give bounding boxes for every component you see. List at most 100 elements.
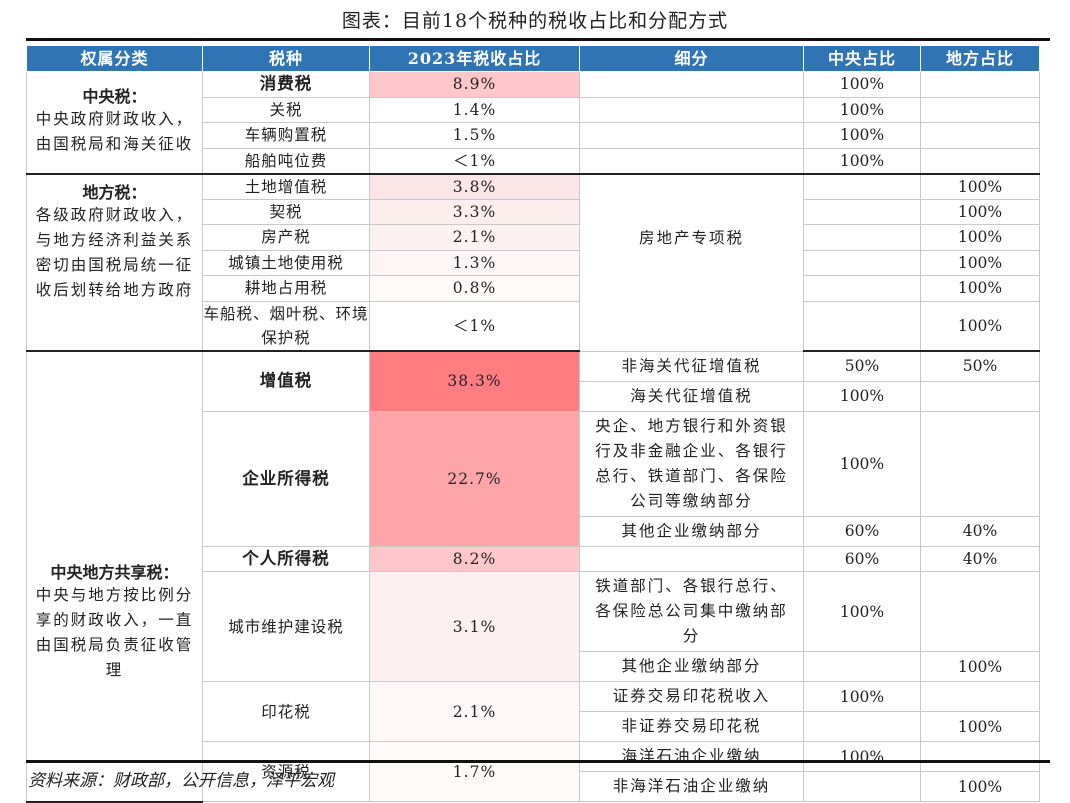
central-share [803, 771, 921, 802]
tax-name: 消费税 [202, 71, 370, 98]
local-share: 100% [920, 249, 1040, 276]
tax-name: 企业所得税 [202, 410, 370, 547]
tax-detail: 非海关代征增值税 [579, 350, 804, 382]
table-row: 船舶吨位费 ＜1% 100% [27, 147, 1040, 175]
central-share [803, 651, 921, 682]
shared-category-cell: 中央地方共享税： 中央与地方按比例分享的财政收入，一直由国税局负责征收管理 [26, 350, 203, 803]
shared-category-desc: 中央与地方按比例分享的财政收入，一直由国税局负责征收管理 [35, 585, 194, 679]
tax-name: 船舶吨位费 [202, 147, 370, 175]
tax-detail: 海洋石油企业缴纳 [579, 741, 804, 772]
tax-share: 3.1% [369, 571, 580, 682]
central-share [803, 198, 921, 225]
central-share: 100% [803, 681, 921, 712]
tax-name: 关税 [202, 96, 370, 123]
local-share: 100% [920, 711, 1040, 742]
tax-share: 1.5% [369, 122, 580, 149]
tax-detail: 非证券交易印花税 [579, 711, 804, 742]
tax-name: 契税 [202, 198, 370, 225]
central-share [803, 224, 921, 251]
tax-detail: 铁道部门、各银行总行、各保险总公司集中缴纳部分 [579, 571, 804, 652]
tax-name: 耕地占用税 [202, 275, 370, 302]
central-share: 100% [803, 380, 921, 412]
tax-name: 房产税 [202, 224, 370, 251]
table-row: 房产税 2.1% 100% [27, 224, 1040, 251]
central-share [803, 249, 921, 276]
shared-tax-group: 中央地方共享税： 中央与地方按比例分享的财政收入，一直由国税局负责征收管理 增值… [26, 350, 1040, 803]
local-category-desc: 各级政府财政收入，与地方经济利益关系密切由国税局统一征收后划转给地方政府 [35, 205, 194, 299]
local-share [920, 380, 1040, 412]
tax-name: 城镇土地使用税 [202, 249, 370, 276]
central-share [803, 711, 921, 742]
tax-detail: 非海洋石油企业缴纳 [579, 771, 804, 802]
tax-share: 3.3% [369, 198, 580, 225]
tax-detail: 其他企业缴纳部分 [579, 651, 804, 682]
tax-share: 0.8% [369, 275, 580, 302]
tax-detail: 海关代征增值税 [579, 380, 804, 412]
tax-name: 印花税 [202, 681, 370, 742]
table-row: 非证券交易印花税 100% [27, 711, 1040, 742]
tax-share: 1.3% [369, 249, 580, 276]
central-share: 100% [803, 147, 921, 175]
header-local-share: 地方占比 [920, 45, 1040, 72]
central-share: 100% [803, 122, 921, 149]
shared-category-title: 中央地方共享税： [50, 562, 179, 582]
local-share [920, 122, 1040, 149]
table-row: 中央税： 中央政府财政收入，由国税局和海关征收 消费税 8.9% 100% [26, 71, 1040, 175]
central-share [803, 173, 921, 200]
tax-name: 增值税 [202, 350, 370, 412]
header-category: 权属分类 [26, 45, 203, 72]
tax-name: 车辆购置税 [202, 122, 370, 149]
tax-name: 车船税、烟叶税、环境保护税 [202, 300, 370, 352]
local-share [920, 96, 1040, 123]
tax-share: 2.1% [369, 681, 580, 742]
tax-detail [579, 96, 804, 123]
table-row: 车辆购置税 1.5% 100% [27, 122, 1040, 149]
tax-share: ＜1% [369, 147, 580, 175]
local-share: 100% [920, 651, 1040, 682]
tax-share: 8.2% [369, 545, 580, 572]
tax-detail-merged: 房地产专项税 [579, 173, 804, 352]
central-share: 100% [803, 571, 921, 652]
local-share [920, 410, 1040, 517]
local-share [920, 741, 1040, 772]
tax-share: 38.3% [369, 350, 580, 412]
central-share: 50% [803, 350, 921, 382]
central-share: 100% [803, 410, 921, 517]
tax-detail: 其他企业缴纳部分 [579, 515, 804, 547]
tax-share: 2.1% [369, 224, 580, 251]
tax-share: 3.8% [369, 173, 580, 200]
local-share: 40% [920, 545, 1040, 572]
local-category-cell: 地方税： 各级政府财政收入，与地方经济利益关系密切由国税局统一征收后划转给地方政… [26, 173, 203, 352]
table-row: 关税 1.4% 100% [27, 96, 1040, 123]
table-row: 中央地方共享税： 中央与地方按比例分享的财政收入，一直由国税局负责征收管理 增值… [26, 350, 1040, 803]
local-share: 100% [920, 198, 1040, 225]
central-share: 60% [803, 545, 921, 572]
central-share: 100% [803, 71, 921, 98]
header-central-share: 中央占比 [803, 45, 921, 72]
table-row: 企业所得税 22.7% 央企、地方银行和外资银行及非金融企业、各银行总行、铁道部… [27, 410, 1040, 547]
central-category-title: 中央税： [82, 87, 147, 107]
header-row: 权属分类 税种 2023年税收占比 细分 中央占比 地方占比 [26, 45, 1040, 72]
central-share [803, 300, 921, 352]
tax-share: 1.7% [369, 741, 580, 802]
central-share [803, 275, 921, 302]
tax-name: 城市维护建设税 [202, 571, 370, 682]
local-share: 100% [920, 173, 1040, 200]
table-row: 耕地占用税 0.8% 100% [27, 275, 1040, 302]
central-category-cell: 中央税： 中央政府财政收入，由国税局和海关征收 [26, 71, 203, 175]
table-row: 地方税： 各级政府财政收入，与地方经济利益关系密切由国税局统一征收后划转给地方政… [26, 173, 1040, 352]
local-share: 100% [920, 300, 1040, 352]
table-row: 其他企业缴纳部分 60% 40% [27, 515, 1040, 547]
bottom-rule [26, 760, 1050, 763]
tax-share: 8.9% [369, 71, 580, 98]
local-share: 100% [920, 771, 1040, 802]
tax-name: 资源税 [202, 741, 370, 802]
central-share: 100% [803, 96, 921, 123]
header-share-2023: 2023年税收占比 [369, 45, 580, 72]
local-share: 100% [920, 224, 1040, 251]
tax-name: 个人所得税 [202, 545, 370, 572]
tax-share: ＜1% [369, 300, 580, 352]
local-share [920, 571, 1040, 652]
central-tax-group: 中央税： 中央政府财政收入，由国税局和海关征收 消费税 8.9% 100% 关税… [26, 71, 1040, 175]
tax-detail [579, 545, 804, 572]
